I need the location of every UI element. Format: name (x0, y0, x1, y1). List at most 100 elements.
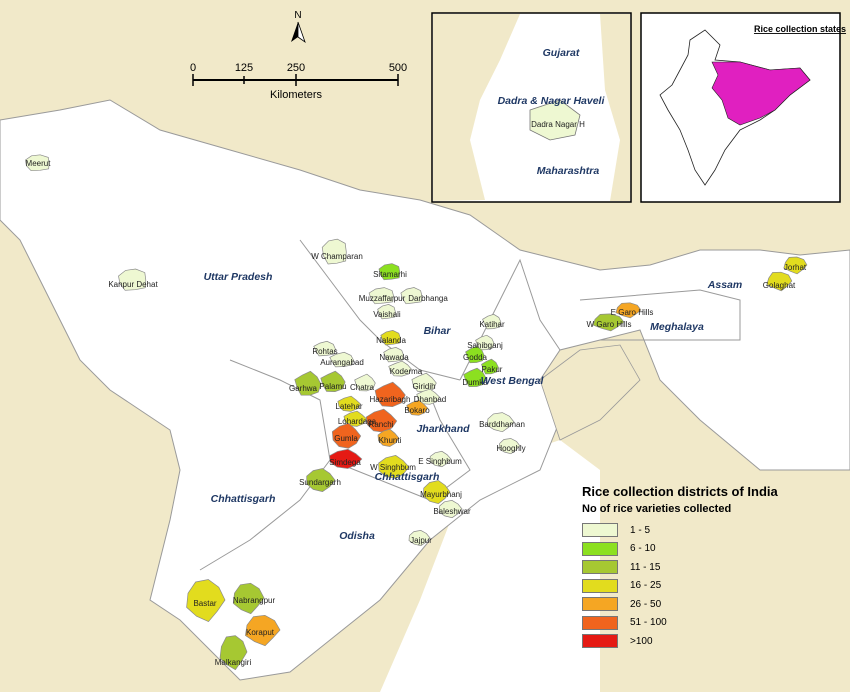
district-malkangiri (219, 635, 248, 671)
scale-unit: Kilometers (270, 89, 322, 101)
district-bastar (186, 579, 226, 623)
district-label: Koderma (390, 367, 423, 376)
legend-row: 51 - 100 (582, 614, 822, 633)
district-label: Hazaribagh (370, 395, 411, 404)
legend-label: 6 - 10 (630, 543, 656, 555)
district-jajpur (408, 530, 431, 547)
district-label: Baleshwar (433, 507, 471, 516)
state-label-chhattisgarh-2: Chhattisgarh (375, 471, 440, 483)
district-godda (465, 345, 485, 364)
legend-subtitle: No of rice varieties collected (582, 503, 732, 515)
district-pakur (481, 358, 499, 375)
legend-label: 11 - 15 (630, 561, 661, 573)
district-lohardaga (343, 410, 368, 427)
district-label: Nabrangpur (233, 596, 276, 605)
district-label: Chatra (350, 383, 375, 392)
scale-tick-250: 250 (287, 62, 305, 74)
district-sitamarhi (378, 263, 401, 281)
state-label-west-bengal-1: West Bengal (481, 375, 545, 387)
legend-label: 26 - 50 (630, 598, 662, 610)
state-label-uttar-pradesh: Uttar Pradesh (204, 271, 273, 283)
district-meerut (25, 154, 50, 172)
district-label: Darbhanga (408, 294, 448, 303)
svg-text:N: N (294, 10, 301, 21)
scale-bar: 0 125 250 500 Kilometers (190, 62, 407, 101)
legend-swatch (582, 541, 618, 556)
district-label: Meerut (26, 159, 52, 168)
district-label: E Garo Hills (611, 308, 654, 317)
district-label: Gumla (334, 434, 358, 443)
district-layer: Meerut Kanpur Dehat W Champaran Sitamarhi Mu… (25, 154, 808, 671)
district-label: Nawada (379, 353, 409, 362)
state-label-odisha: Odisha (339, 530, 375, 542)
district-hooghly (498, 438, 521, 455)
district-gumla (331, 422, 362, 449)
legend-label: 16 - 25 (630, 580, 662, 592)
district-katihar (482, 313, 502, 330)
inset-label-dnh: Dadra & Nagar Haveli (498, 95, 606, 107)
district-kanpur-dehat (118, 268, 147, 291)
district-w-singhbum (378, 455, 410, 479)
district-label: Sundargarh (299, 478, 341, 487)
legend-label: 51 - 100 (630, 617, 667, 629)
district-barddhaman (486, 412, 515, 433)
state-label-bihar: Bihar (424, 325, 452, 337)
legend-swatch (582, 615, 618, 630)
scale-tick-125: 125 (235, 62, 253, 74)
map-legend: Rice collection districts of India No of… (582, 484, 822, 651)
district-garhwa (294, 370, 322, 396)
district-nalanda (380, 330, 401, 346)
district-label: Palamu (319, 382, 346, 391)
district-label: Malkangiri (215, 658, 252, 667)
district-label: Vaishali (373, 310, 401, 319)
district-label: Sahibganj (467, 341, 503, 350)
district-label: Jorhat (784, 263, 807, 272)
district-label: Katihar (479, 320, 505, 329)
legend-row: 11 - 15 (582, 558, 822, 577)
north-arrow-icon: N (291, 10, 306, 44)
district-mayurbhanj (423, 480, 451, 504)
district-dhanbad (416, 388, 440, 405)
district-label: Hooghly (496, 444, 525, 453)
district-vaishali (377, 304, 396, 320)
district-label: Ranchi (369, 420, 394, 429)
district-label: Garhwa (289, 384, 318, 393)
district-label: Barddhaman (479, 420, 525, 429)
neighbour-land (539, 344, 641, 441)
district-e-garo-hills (615, 302, 642, 319)
district-palamu (320, 370, 346, 392)
district-dumka (463, 367, 487, 387)
district-label: Pakur (482, 365, 503, 374)
legend-swatch (582, 560, 618, 575)
district-label: Lohardaga (338, 417, 377, 426)
legend-title: Rice collection districts of India (582, 484, 778, 499)
district-w-garo-hills (592, 313, 625, 332)
district-label: Khunti (379, 436, 402, 445)
state-labels: Uttar Pradesh Bihar Jharkhand West Benga… (204, 271, 743, 542)
legend-classes: 1 - 5 6 - 10 11 - 15 16 - 25 26 - 50 51 - 100… (582, 521, 822, 651)
district-e-singhbum (429, 450, 452, 468)
state-label-assam: Assam (707, 279, 742, 291)
inset-india-map: Rice collection states (640, 12, 846, 203)
district-hazaribagh (374, 381, 406, 408)
bay-of-bengal (380, 440, 600, 692)
district-sundargarh (306, 468, 336, 492)
district-w-champaran (321, 238, 347, 265)
district-label: E Singhbum (418, 457, 462, 466)
state-label-jharkhand: Jharkhand (416, 423, 470, 435)
district-label: Golaghat (763, 281, 796, 290)
inset-india-title: Rice collection states (754, 24, 846, 34)
district-latehar (337, 395, 362, 412)
district-label: Aurangabad (320, 358, 364, 367)
district-jorhat (783, 256, 808, 275)
district-label: Bokaro (404, 406, 430, 415)
legend-swatch (582, 578, 618, 593)
legend-swatch (582, 634, 618, 649)
legend-label: >100 (630, 635, 653, 647)
district-label: Koraput (246, 628, 275, 637)
district-label: Dumka (462, 378, 488, 387)
legend-swatch (582, 597, 618, 612)
legend-label: 1 - 5 (630, 524, 651, 536)
district-label: Bastar (193, 599, 216, 608)
inset-label-dnh-district: Dadra Nagar H (531, 120, 585, 129)
